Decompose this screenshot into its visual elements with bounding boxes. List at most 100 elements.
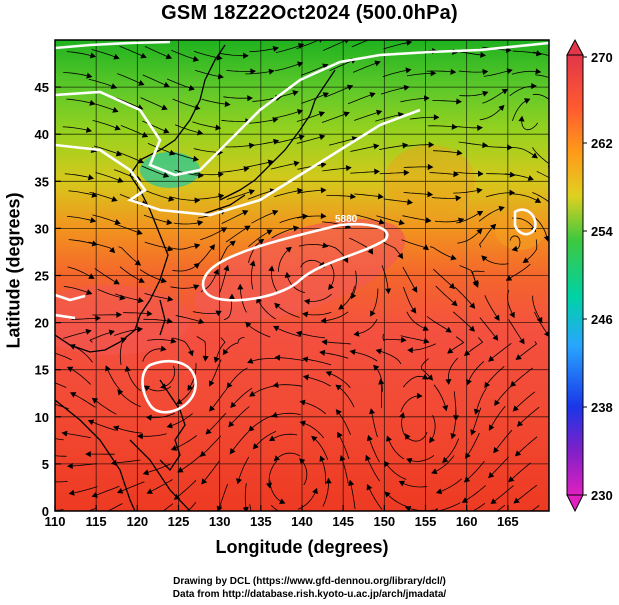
streamline-arrow [407, 198, 414, 206]
streamline [244, 483, 247, 511]
streamline-arrow [342, 256, 349, 264]
streamline-arrow [271, 411, 278, 418]
streamline-arrow [478, 170, 484, 177]
streamline [350, 270, 357, 299]
streamline-arrow [266, 229, 273, 236]
streamline-arrow [350, 193, 357, 200]
streamline-arrow [319, 349, 326, 356]
streamline-arrow [557, 181, 562, 185]
streamline-arrow [89, 52, 97, 59]
streamline-arrow [445, 326, 452, 333]
streamline [382, 333, 406, 341]
x-axis-label: Longitude (degrees) [215, 537, 389, 557]
streamline-arrow [407, 347, 413, 354]
streamline [55, 382, 67, 388]
streamline [322, 167, 351, 172]
streamline-arrow [137, 326, 144, 333]
streamline [230, 387, 253, 408]
streamline [296, 135, 325, 144]
streamline [119, 266, 145, 283]
y-tick-label: 5 [42, 457, 49, 472]
streamline [67, 463, 97, 467]
streamline-arrow [142, 469, 150, 476]
streamline [384, 491, 410, 508]
streamline [142, 348, 166, 362]
streamline [68, 239, 98, 246]
colorbar-tick-label: 262 [591, 136, 613, 151]
streamline-arrow [482, 90, 489, 97]
streamline [354, 319, 378, 335]
streamline-arrow [518, 338, 525, 345]
streamline-arrow [465, 452, 471, 459]
streamline-arrow [162, 172, 170, 178]
streamline [172, 337, 193, 356]
y-tick-label: 45 [35, 80, 49, 95]
streamline-arrow [188, 84, 195, 91]
streamline-arrow [433, 114, 440, 121]
streamline-arrow [373, 364, 380, 371]
streamline-arrow [406, 40, 413, 46]
streamline-arrow [325, 371, 333, 377]
colorbar-tick-label: 254 [591, 224, 613, 239]
y-tick-label: 30 [35, 221, 49, 236]
streamline [433, 150, 462, 154]
streamline-arrow [369, 408, 376, 415]
streamline-arrow [237, 283, 244, 290]
streamline-arrow [378, 378, 385, 385]
streamline-arrow [216, 54, 223, 61]
streamline-arrow [328, 283, 334, 291]
streamline [221, 210, 248, 224]
streamline-arrow [226, 382, 233, 389]
streamline-arrow [527, 175, 534, 181]
streamline-arrow [557, 81, 562, 86]
streamline-arrow [428, 141, 435, 148]
y-axis-label: Latitude (degrees) [3, 192, 24, 349]
streamline-arrow [348, 479, 355, 486]
streamline-arrow [197, 129, 204, 136]
streamline [63, 286, 92, 295]
streamline-arrow [140, 52, 147, 59]
streamline [472, 502, 486, 511]
streamline [113, 426, 142, 434]
streamline-arrow [165, 53, 173, 60]
streamline [144, 293, 173, 301]
streamline [141, 165, 169, 177]
streamline-arrow [353, 330, 360, 337]
streamline [515, 436, 538, 457]
streamline [301, 92, 329, 104]
streamline [338, 286, 355, 310]
streamline-arrow [113, 425, 120, 432]
streamline-arrow [202, 355, 209, 362]
streamline [167, 413, 193, 428]
streamline-arrow [229, 447, 236, 455]
streamline-arrow [163, 127, 170, 134]
streamline [382, 69, 411, 78]
streamline-arrow [247, 358, 254, 364]
streamline-arrow [292, 225, 300, 232]
streamline-arrow [38, 452, 43, 457]
streamline [504, 173, 534, 180]
streamline-arrow [137, 297, 144, 304]
streamline-arrow [320, 213, 327, 220]
streamline-arrow [345, 165, 352, 172]
streamline [447, 336, 465, 354]
streamline-arrow [166, 422, 173, 429]
streamline-arrow [302, 311, 309, 318]
x-tick-label: 115 [86, 514, 107, 529]
streamline-arrow [461, 497, 469, 503]
streamline-arrow [138, 277, 145, 283]
streamline-arrow [416, 392, 423, 399]
streamline-arrow [274, 302, 281, 309]
streamline [370, 408, 378, 438]
streamline-arrow [166, 219, 173, 226]
streamline [320, 456, 326, 485]
streamline-arrow [376, 109, 383, 116]
streamline-arrow [86, 72, 93, 79]
streamline [350, 145, 379, 152]
streamline [218, 240, 236, 265]
streamline-arrow [335, 384, 342, 391]
streamline-arrow [87, 419, 95, 426]
streamline-arrow [397, 252, 404, 260]
streamline [120, 125, 148, 137]
streamline [375, 113, 404, 122]
